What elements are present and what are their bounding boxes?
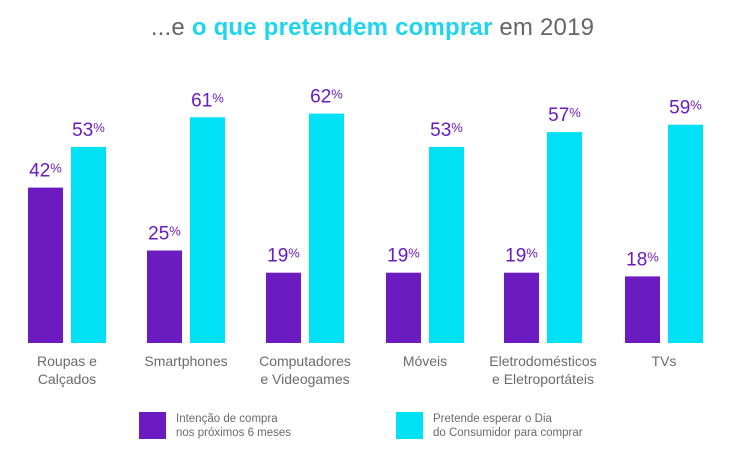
bar-series-2 — [668, 124, 703, 343]
data-label: 19% — [387, 246, 420, 267]
legend-item-series-1: Intenção de compra nos próximos 6 meses — [139, 412, 291, 440]
bar-series-1 — [28, 187, 63, 343]
data-label: 53% — [430, 120, 463, 141]
category-label: Roupas e Calçados — [37, 353, 97, 387]
bar-series-1 — [266, 272, 301, 343]
bar-series-2 — [429, 146, 464, 343]
bar-series-1 — [386, 272, 421, 343]
data-label: 57% — [548, 105, 581, 126]
bar-series-1 — [504, 272, 539, 343]
title-suffix: em 2019 — [492, 14, 595, 41]
category-label: Smartphones — [144, 353, 227, 369]
data-label: 42% — [29, 161, 62, 182]
data-label: 61% — [191, 90, 224, 111]
legend-line: Pretende esperar o Dia — [433, 413, 552, 425]
legend-label-series-2: Pretende esperar o Dia do Consumidor par… — [433, 412, 583, 440]
legend-label-series-1: Intenção de compra nos próximos 6 meses — [176, 412, 291, 440]
category-label: Móveis — [403, 353, 447, 369]
chart-title: ...e o que pretendem comprar em 2019 — [0, 14, 745, 42]
category-label: Eletrodomésticos e Eletroportáteis — [489, 353, 596, 387]
bar-series-2 — [309, 113, 344, 343]
bar-chart: 42% 53% Roupas e Calçados 25% 61% Smartphones 1… — [28, 87, 703, 387]
data-label: 25% — [148, 224, 181, 245]
bar-series-2 — [190, 117, 225, 343]
data-label: 53% — [72, 120, 105, 141]
bar-series-1 — [147, 250, 182, 343]
data-label: 18% — [626, 249, 659, 270]
legend-line: do Consumidor para comprar — [433, 427, 583, 439]
category-label: TVs — [652, 353, 677, 369]
legend-swatch-series-2 — [396, 412, 423, 439]
legend-line: Intenção de compra — [176, 413, 278, 425]
data-label: 19% — [505, 246, 538, 267]
category-label: Computadores e Videogames — [259, 353, 351, 387]
data-label: 59% — [669, 98, 702, 119]
bar-series-2 — [71, 146, 106, 343]
data-label: 19% — [267, 246, 300, 267]
title-highlight: o que pretendem comprar — [191, 14, 493, 41]
data-label: 62% — [310, 87, 343, 108]
legend-swatch-series-1 — [139, 412, 166, 439]
legend-line: nos próximos 6 meses — [176, 427, 292, 439]
title-prefix: ...e — [150, 14, 192, 41]
legend-item-series-2: Pretende esperar o Dia do Consumidor par… — [396, 412, 583, 440]
bar-series-2 — [547, 132, 582, 343]
bar-series-1 — [625, 276, 660, 343]
